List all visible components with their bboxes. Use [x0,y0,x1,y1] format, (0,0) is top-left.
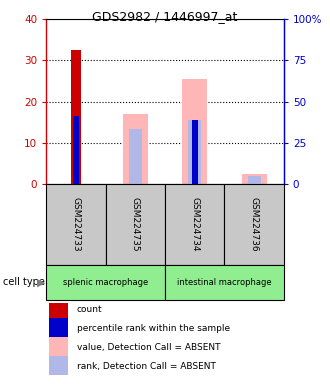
Bar [123,114,148,184]
FancyBboxPatch shape [165,184,224,265]
Text: GDS2982 / 1446997_at: GDS2982 / 1446997_at [92,10,238,23]
Text: GSM224733: GSM224733 [71,197,81,252]
Text: GSM224736: GSM224736 [249,197,259,252]
Text: cell type: cell type [3,277,45,287]
FancyBboxPatch shape [165,265,284,300]
Text: value, Detection Call = ABSENT: value, Detection Call = ABSENT [77,343,220,352]
Bar [192,120,198,184]
Bar [188,120,201,184]
Text: percentile rank within the sample: percentile rank within the sample [77,324,230,333]
Text: rank, Detection Call = ABSENT: rank, Detection Call = ABSENT [77,362,216,371]
FancyBboxPatch shape [106,184,165,265]
Bar [73,116,79,184]
Bar [49,337,68,356]
Bar [129,129,142,184]
Text: splenic macrophage: splenic macrophage [63,278,148,287]
Bar [71,50,81,184]
Bar [49,318,68,337]
Bar [49,356,68,375]
Bar [182,79,207,184]
Text: count: count [77,305,103,314]
Text: ▶: ▶ [37,277,46,287]
Text: GSM224734: GSM224734 [190,197,199,252]
Bar [49,298,68,318]
Bar [248,176,261,184]
FancyBboxPatch shape [46,265,165,300]
Bar [242,174,267,184]
FancyBboxPatch shape [46,184,106,265]
Text: intestinal macrophage: intestinal macrophage [177,278,272,287]
FancyBboxPatch shape [224,184,284,265]
Text: GSM224735: GSM224735 [131,197,140,252]
